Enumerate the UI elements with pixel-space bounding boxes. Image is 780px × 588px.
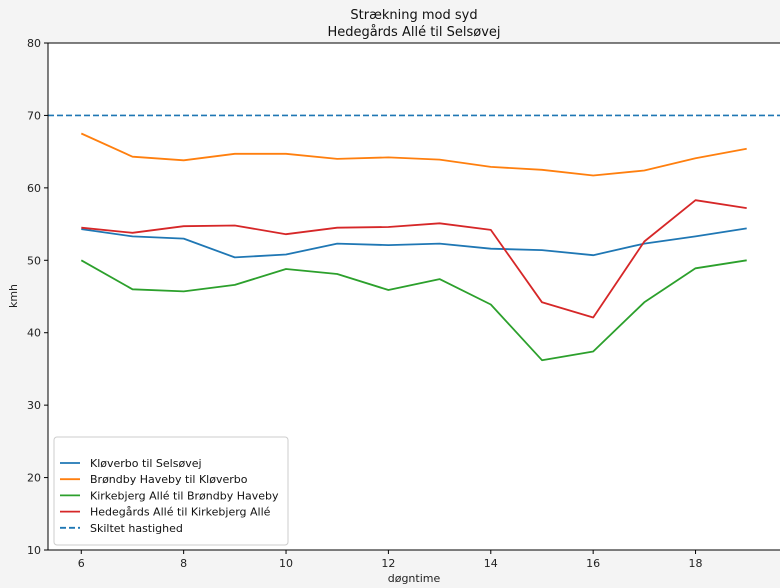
y-tick-label: 80 — [27, 37, 41, 50]
chart-title: Strækning mod syd — [350, 8, 477, 23]
series-line-3 — [80, 259, 747, 362]
x-tick-label: 14 — [484, 557, 498, 570]
legend-label-5: Skiltet hastighed — [90, 522, 183, 535]
y-tick-label: 50 — [27, 254, 41, 267]
legend-label-2: Brøndby Haveby til Kløverbo — [90, 473, 248, 486]
y-tick-label: 30 — [27, 399, 41, 412]
x-axis-label: døgntime — [388, 572, 441, 585]
y-tick-label: 40 — [27, 327, 41, 340]
y-tick-label: 60 — [27, 182, 41, 195]
x-tick-label: 16 — [586, 557, 600, 570]
y-axis-label: kmh — [7, 284, 20, 308]
series-layer — [80, 132, 747, 362]
x-tick-label: 12 — [381, 557, 395, 570]
axes-layer: 10 20 30 40 50 60 70 80 6 8 10 12 14 16 18 — [27, 37, 780, 570]
y-tick-label: 20 — [27, 472, 41, 485]
series-line-2 — [80, 132, 747, 177]
x-tick-label: 8 — [180, 557, 187, 570]
chart-subtitle: Hedegårds Allé til Selsøvej — [327, 25, 500, 40]
y-tick-label: 70 — [27, 109, 41, 122]
legend: Kløverbo til Selsøvej Brøndby Haveby til … — [53, 436, 289, 546]
series-line-4 — [81, 199, 747, 319]
series-line-1 — [81, 227, 747, 259]
y-tick-label: 10 — [27, 544, 41, 557]
x-tick-label: 18 — [689, 557, 703, 570]
legend-box — [53, 436, 289, 546]
legend-label-1: Kløverbo til Selsøvej — [90, 457, 202, 470]
x-tick-label: 6 — [78, 557, 85, 570]
x-tick-label: 10 — [279, 557, 293, 570]
legend-label-3: Kirkebjerg Allé til Brøndby Haveby — [90, 489, 279, 502]
legend-label-4: Hedegårds Allé til Kirkebjerg Allé — [90, 506, 271, 519]
